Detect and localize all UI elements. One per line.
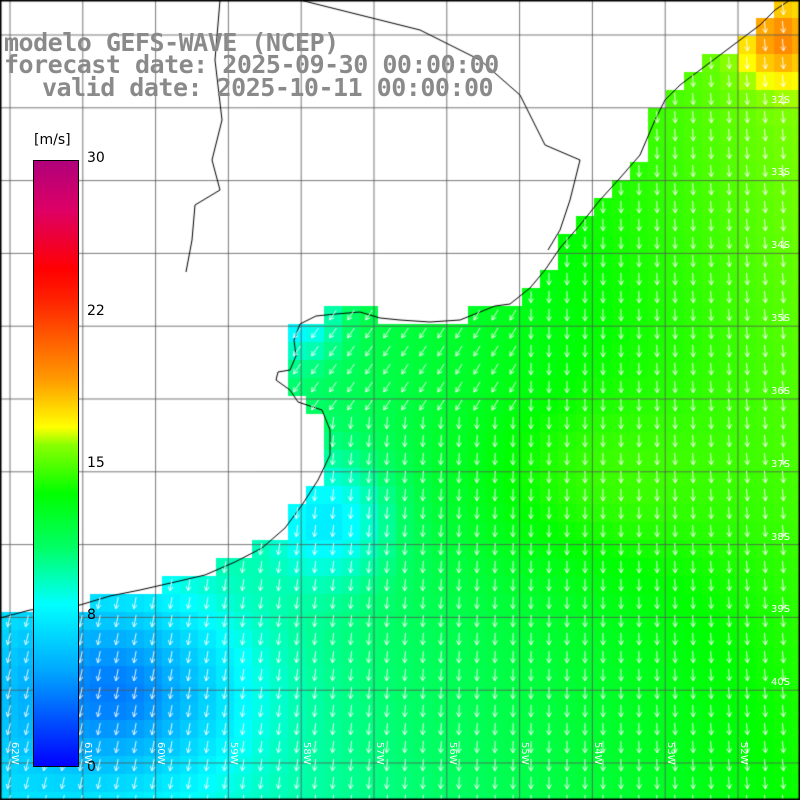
lon-label-59w: 59W [228,742,239,765]
lon-label-54w: 54W [592,742,603,765]
lon-label-57w: 57W [374,742,385,765]
lon-label-53w: 53W [665,742,676,765]
lat-label-32s: 32S [771,95,791,106]
lat-label-35s: 35S [771,313,791,324]
lon-label-56w: 56W [447,742,458,765]
colorbar-tick-30: 30 [87,150,105,166]
colorbar-tick-15: 15 [87,455,105,471]
lon-label-62w: 62W [9,742,20,765]
lat-label-39s: 39S [771,604,791,615]
colorbar-tick-8: 8 [87,607,96,623]
lon-label-58w: 58W [301,742,312,765]
colorbar-tick-22: 22 [87,303,105,319]
lat-label-37s: 37S [771,459,791,470]
colorbar [33,160,79,767]
lon-label-52w: 52W [738,742,749,765]
lat-label-40s: 40S [771,677,791,688]
lat-label-38s: 38S [771,532,791,543]
lon-label-60w: 60W [155,742,166,765]
title-forecast-date: forecast date: 2025-09-30 00:00:00 [4,50,499,79]
lon-label-55w: 55W [519,742,530,765]
colorbar-tick-0: 0 [87,759,96,775]
title-model: modelo GEFS-WAVE (NCEP) [4,28,339,57]
lat-label-36s: 36S [771,386,791,397]
title-valid-date: valid date: 2025-10-11 00:00:00 [42,73,494,102]
lat-label-33s: 33S [771,167,791,178]
lat-label-34s: 34S [771,240,791,251]
colorbar-unit: [m/s] [34,132,71,148]
lon-label-61w: 61W [82,742,93,765]
